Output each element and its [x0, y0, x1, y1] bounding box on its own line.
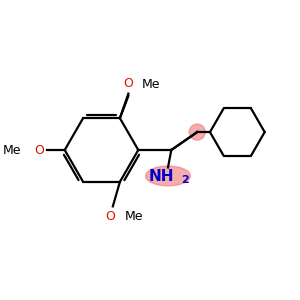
Text: 2: 2: [182, 175, 189, 185]
Text: Me: Me: [2, 143, 21, 157]
Text: O: O: [106, 210, 116, 223]
Text: Me: Me: [142, 78, 160, 91]
Circle shape: [189, 124, 205, 140]
Ellipse shape: [146, 166, 190, 186]
Text: NH: NH: [149, 169, 175, 184]
Text: O: O: [34, 143, 44, 157]
Text: Me: Me: [124, 210, 143, 223]
Text: O: O: [123, 77, 133, 90]
